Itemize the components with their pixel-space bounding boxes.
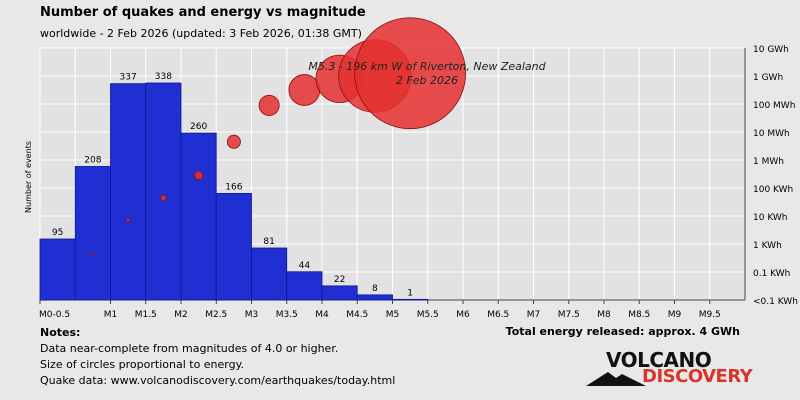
x-tick-label: M5.5: [417, 310, 439, 320]
energy-circle: [160, 194, 167, 202]
y2-tick-label: 10 MWh: [753, 129, 790, 139]
mountain-icon: [586, 372, 646, 386]
energy-circle: [193, 170, 204, 181]
bar-value-label: 95: [52, 228, 63, 238]
x-tick-label: M5: [386, 310, 400, 320]
x-tick-label: M0-0.5: [39, 310, 70, 320]
labels-layer: 10 GWh 1 GWh 100 MWh 10 MWh 1 MWh 100 KWh 10 K…: [24, 45, 798, 320]
bar: [180, 132, 217, 301]
bar-value-label: 81: [263, 237, 274, 247]
bar-value-label: 208: [84, 155, 101, 165]
y-axis-label: Number of events: [24, 141, 33, 213]
energy-circle: [226, 134, 241, 149]
bar-value-label: 260: [190, 122, 207, 132]
bar: [356, 294, 393, 301]
bar: [39, 238, 76, 301]
bar-value-label: 1: [407, 288, 413, 298]
notes-block: Notes: Data near-complete from magnitude…: [40, 325, 395, 389]
bar: [145, 82, 182, 301]
y2-tick-label: 1 GWh: [753, 73, 783, 83]
logo-word-volcano: VOLCANO: [606, 348, 712, 372]
x-tick-label: M1: [104, 310, 118, 320]
x-tick-label: M4: [315, 310, 329, 320]
total-energy-label: Total energy released: approx. 4 GWh: [505, 325, 740, 338]
annotation-line-1: M5.3 - 196 km W of Riverton, New Zealand: [308, 60, 546, 73]
x-tick-label: M9.5: [699, 310, 721, 320]
energy-circle: [125, 217, 131, 223]
bar-value-label: 166: [225, 182, 242, 192]
y2-tick-label: 10 GWh: [753, 45, 789, 55]
bar-value-label: 338: [155, 72, 172, 82]
energy-circle: [91, 252, 95, 256]
x-tick-label: M7.5: [558, 310, 580, 320]
y2-tick-label: 1 KWh: [753, 241, 782, 251]
bar: [74, 166, 111, 301]
note-line-2: Size of circles proportional to energy.: [40, 358, 245, 371]
y2-tick-label: 100 KWh: [753, 185, 793, 195]
annotation-line-2: 2 Feb 2026: [396, 74, 458, 87]
bar-value-label: 337: [120, 73, 137, 83]
x-tick-label: M6: [456, 310, 470, 320]
notes-heading: Notes:: [40, 326, 81, 339]
note-line-1: Data near-complete from magnitudes of 4.…: [40, 342, 339, 355]
bar: [110, 83, 147, 301]
chart-title: Number of quakes and energy vs magnitude: [40, 5, 366, 20]
x-tick-label: M2: [174, 310, 188, 320]
energy-circle: [258, 94, 280, 116]
logo-word-discovery: DISCOVERY: [642, 366, 753, 387]
bar: [392, 298, 429, 301]
x-tick-label: M6.5: [487, 310, 509, 320]
energy-circle: [288, 74, 321, 106]
y2-tick-label: 100 MWh: [753, 101, 795, 111]
x-tick-label: M4.5: [346, 310, 368, 320]
y2-tick-label: 10 KWh: [753, 213, 788, 223]
x-tick-label: M2.5: [205, 310, 227, 320]
bar-value-label: 22: [334, 275, 345, 285]
energy-circle: [354, 17, 467, 130]
bar: [321, 285, 358, 301]
volcanodiscovery-logo: VOLCANO DISCOVERY: [586, 348, 766, 388]
chart-subtitle: worldwide - 2 Feb 2026 (updated: 3 Feb 2…: [40, 27, 362, 40]
bar-value-label: 44: [299, 261, 311, 271]
y2-tick-label: <0.1 KWh: [753, 297, 798, 307]
bar: [251, 247, 288, 301]
note-line-3: Quake data: www.volcanodiscovery.com/ear…: [40, 374, 396, 387]
bar-value-label: 8: [372, 284, 378, 294]
x-tick-label: M7: [527, 310, 541, 320]
bar: [286, 271, 323, 301]
x-tick-label: M8.5: [628, 310, 650, 320]
y2-tick-label: 1 MWh: [753, 157, 784, 167]
energy-circles-layer: [91, 17, 467, 256]
y2-tick-label: 0.1 KWh: [753, 269, 790, 279]
x-tick-label: M1.5: [135, 310, 157, 320]
bar: [215, 193, 252, 301]
x-tick-label: M8: [597, 310, 611, 320]
bars-layer: [39, 82, 429, 301]
x-tick-label: M9: [668, 310, 682, 320]
x-tick-label: M3.5: [276, 310, 298, 320]
x-tick-label: M3: [245, 310, 259, 320]
